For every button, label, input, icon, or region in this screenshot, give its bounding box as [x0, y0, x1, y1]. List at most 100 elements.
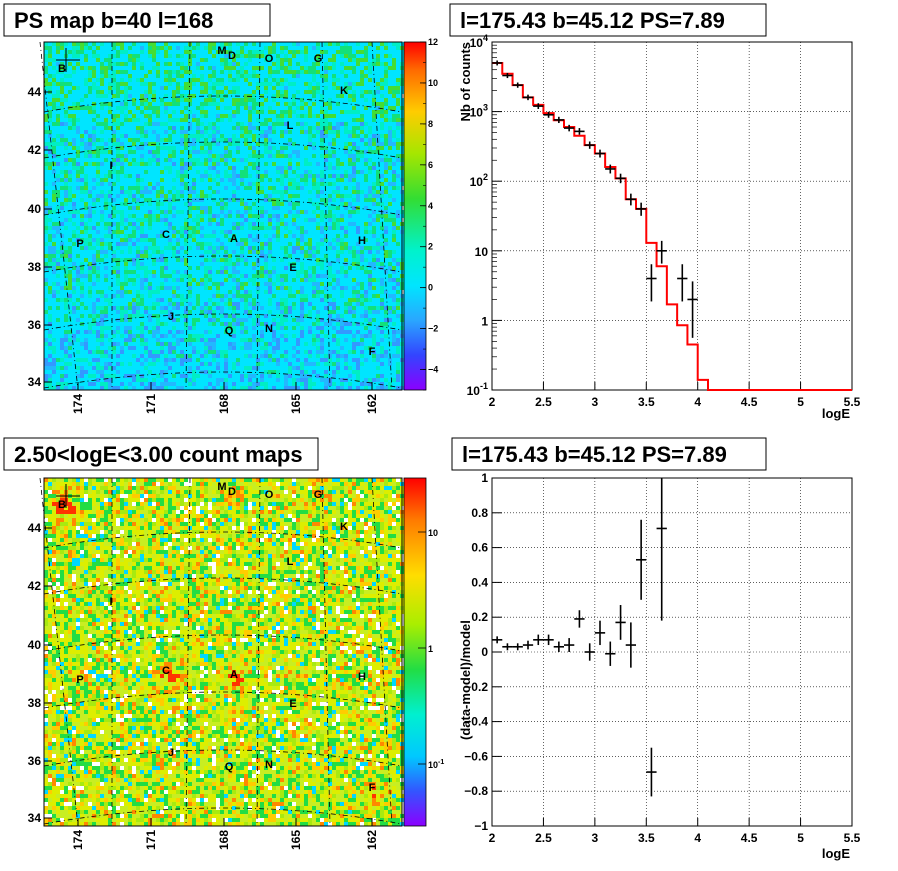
map-pixel [196, 210, 200, 214]
map-pixel [292, 218, 296, 222]
map-pixel [260, 254, 264, 258]
map-pixel [264, 270, 268, 274]
map-pixel [228, 110, 232, 114]
map-pixel [368, 154, 372, 158]
map-pixel [92, 78, 96, 82]
map-pixel [240, 82, 244, 86]
map-pixel [224, 150, 228, 154]
map-pixel [364, 182, 368, 186]
map-pixel [248, 86, 252, 90]
map-pixel [304, 266, 308, 270]
map-pixel [176, 74, 180, 78]
map-pixel [144, 250, 148, 254]
map-pixel [156, 62, 160, 66]
map-pixel [168, 54, 172, 58]
map-pixel [208, 270, 212, 274]
map-pixel [312, 178, 316, 182]
map-pixel [180, 234, 184, 238]
map-pixel [256, 126, 260, 130]
map-pixel [236, 118, 240, 122]
map-pixel [356, 122, 360, 126]
map-pixel [164, 218, 168, 222]
map-pixel [184, 238, 188, 242]
map-pixel [332, 142, 336, 146]
map-pixel [292, 138, 296, 142]
map-pixel [100, 130, 104, 134]
map-pixel [252, 106, 256, 110]
map-pixel [240, 202, 244, 206]
map-pixel [360, 206, 364, 210]
map-pixel [100, 174, 104, 178]
map-pixel [260, 82, 264, 86]
map-pixel [176, 210, 180, 214]
map-pixel [188, 46, 192, 50]
map-pixel [204, 246, 208, 250]
map-pixel [228, 50, 232, 54]
map-pixel [172, 50, 176, 54]
map-pixel [364, 190, 368, 194]
map-pixel [296, 66, 300, 70]
map-pixel [276, 222, 280, 226]
map-pixel [168, 230, 172, 234]
map-pixel [56, 46, 60, 50]
map-pixel [208, 246, 212, 250]
map-pixel [60, 226, 64, 230]
map-pixel [104, 266, 108, 270]
map-pixel [296, 74, 300, 78]
map-pixel [176, 226, 180, 230]
map-pixel [396, 138, 400, 142]
map-pixel [292, 90, 296, 94]
map-pixel [140, 46, 144, 50]
map-pixel [332, 158, 336, 162]
map-pixel [296, 50, 300, 54]
map-pixel [312, 46, 316, 50]
map-pixel [256, 58, 260, 62]
map-pixel [232, 114, 236, 118]
map-pixel [212, 134, 216, 138]
map-pixel [232, 162, 236, 166]
map-pixel [228, 198, 232, 202]
map-pixel [372, 194, 376, 198]
map-pixel [256, 166, 260, 170]
map-pixel [132, 214, 136, 218]
map-pixel [260, 230, 264, 234]
map-pixel [140, 206, 144, 210]
map-pixel [64, 206, 68, 210]
map-pixel [236, 198, 240, 202]
map-pixel [364, 266, 368, 270]
map-pixel [84, 74, 88, 78]
map-pixel [132, 158, 136, 162]
map-pixel [92, 106, 96, 110]
map-pixel [292, 102, 296, 106]
map-pixel [56, 142, 60, 146]
map-pixel [268, 210, 272, 214]
map-pixel [288, 238, 292, 242]
map-pixel [328, 246, 332, 250]
map-pixel [368, 202, 372, 206]
map-pixel [348, 94, 352, 98]
map-pixel [116, 82, 120, 86]
map-pixel [160, 226, 164, 230]
map-pixel [72, 234, 76, 238]
map-pixel [120, 166, 124, 170]
map-pixel [164, 274, 168, 278]
map-pixel [136, 218, 140, 222]
map-pixel [160, 194, 164, 198]
map-pixel [304, 242, 308, 246]
map-pixel [324, 254, 328, 258]
map-pixel [376, 118, 380, 122]
map-pixel [308, 78, 312, 82]
map-pixel [144, 42, 148, 46]
map-pixel [172, 178, 176, 182]
map-pixel [336, 258, 340, 262]
map-pixel [388, 218, 392, 222]
map-pixel [68, 138, 72, 142]
map-pixel [168, 58, 172, 62]
map-pixel [260, 214, 264, 218]
map-pixel [212, 130, 216, 134]
map-pixel [260, 66, 264, 70]
map-pixel [264, 210, 268, 214]
map-pixel [196, 70, 200, 74]
map-pixel [76, 90, 80, 94]
map-pixel [292, 122, 296, 126]
